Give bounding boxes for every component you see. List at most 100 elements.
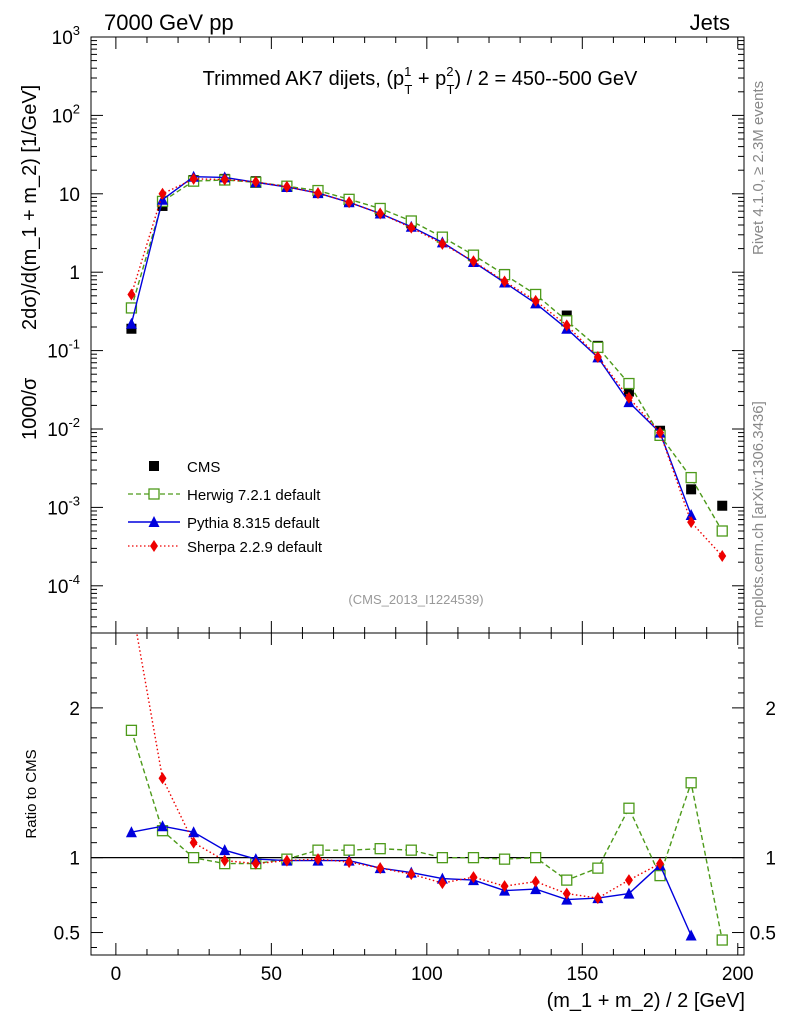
main-point-herwig [592,341,604,354]
main-point-sherpa [376,207,385,220]
ratio-point-herwig [436,852,449,864]
ratio-point-sherpa [127,597,135,609]
legend: CMS Herwig 7.2.1 default Pythia 8.315 de… [128,459,323,556]
main-point-sherpa [407,221,416,234]
ratio-point-pythia [623,887,635,899]
main-point-sherpa [562,319,571,332]
header-left: 7000 GeV pp [104,10,234,35]
x-tick-label: 50 [261,964,282,985]
ratio-point-herwig [374,843,386,855]
ratio-point-sherpa [189,836,198,849]
main-point-sherpa [500,275,509,288]
main-series-line-sherpa [130,178,723,557]
ratio-data-layer [125,597,728,946]
ratio-point-herwig [187,852,200,864]
main-y-tick-label: 10-3 [47,493,80,519]
ratio-y-tick-label-right: 0.5 [750,924,776,945]
main-point-sherpa [345,196,354,209]
main-point-sherpa [220,173,229,186]
main-y-tick-label: 10-1 [47,337,80,363]
main-y-axis-label-prefix: 1000/σ [19,377,41,440]
main-point-sherpa [158,187,167,200]
x-tick-label: 150 [566,964,598,985]
ratio-point-sherpa [158,772,167,785]
main-point-herwig [685,471,697,484]
main-y-tick-label: 1 [69,263,80,284]
x-tick-label: 200 [722,964,754,985]
ratio-point-sherpa [624,874,633,887]
main-series-line-herwig [130,179,723,532]
legend-marker-cms [149,461,159,471]
ratio-point-herwig [343,844,355,856]
legend-marker-pythia [148,516,160,527]
main-point-herwig [125,302,138,314]
main-point-sherpa [313,187,322,200]
ratio-y-tick-label-right: 1 [765,849,776,870]
ratio-point-herwig [623,802,635,814]
legend-item-sherpa: Sherpa 2.2.9 default [128,539,323,556]
ratio-series-line-pythia [131,825,692,936]
ratio-y-tick-label-left: 2 [69,699,80,720]
x-tick-label: 0 [111,964,122,985]
main-point-pythia [685,508,697,520]
main-point-sherpa [282,180,291,193]
ratio-point-pythia [125,826,137,838]
ratio-point-sherpa [407,868,416,881]
main-point-herwig [623,377,635,390]
main-y-tick-label: 103 [52,23,80,49]
ratio-point-herwig [498,853,511,865]
ratio-point-sherpa [562,887,571,900]
ratio-y-tick-label-left: 0.5 [54,924,80,945]
main-data-layer [125,170,728,562]
main-point-sherpa [687,516,696,529]
legend-label-herwig: Herwig 7.2.1 default [187,487,321,504]
x-axis-label: (m_1 + m_2) / 2 [GeV] [547,990,745,1012]
ratio-y-tick-label-right: 2 [765,699,776,720]
main-point-sherpa [127,288,136,301]
legend-marker-sherpa [150,540,158,552]
header-right: Jets [690,10,730,35]
ratio-plot-frame [90,632,745,956]
ratio-point-herwig [530,852,542,864]
ratio-point-sherpa [469,871,478,884]
main-point-sherpa [718,549,727,562]
main-point-sherpa [593,350,602,363]
legend-item-cms: CMS [149,459,220,476]
main-point-sherpa [469,255,478,268]
main-y-tick-label: 10 [59,185,80,206]
main-point-sherpa [624,391,633,404]
analysis-watermark: (CMS_2013_I1224539) [348,592,483,607]
ratio-point-sherpa [593,892,602,905]
main-point-sherpa [251,175,260,188]
ratio-point-sherpa [376,862,385,875]
main-point-sherpa [189,172,198,185]
main-point-herwig [716,525,728,537]
ratio-point-sherpa [656,857,665,870]
legend-label-cms: CMS [187,459,220,476]
legend-label-pythia: Pythia 8.315 default [187,515,320,532]
ratio-point-herwig [561,874,573,886]
main-y-tick-label: 10-4 [47,572,80,598]
legend-item-herwig: Herwig 7.2.1 default [128,487,321,504]
mcplots-citation-label: mcplots.cern.ch [arXiv:1306.3436] [750,401,767,628]
legend-item-pythia: Pythia 8.315 default [128,515,320,532]
ratio-y-tick-label-left: 1 [69,849,80,870]
ratio-y-axis-label: Ratio to CMS [23,749,40,838]
main-point-sherpa [656,426,665,439]
main-point-cms [623,386,634,397]
ratio-point-herwig [405,844,417,856]
main-axes: 10-4 10-3 10-2 10-1 1 10 102 103 [47,23,744,633]
ratio-point-sherpa [313,853,322,866]
ratio-series-line-herwig [130,730,723,941]
ratio-point-sherpa [251,857,260,870]
ratio-point-pythia [685,929,697,941]
ratio-point-herwig [685,777,697,789]
ratio-point-sherpa [345,856,354,869]
ratio-point-pythia [157,820,169,832]
ratio-point-herwig [716,934,728,946]
main-point-cms [686,484,697,495]
main-point-sherpa [438,237,447,250]
legend-marker-herwig [148,488,160,500]
ratio-point-sherpa [531,875,540,888]
